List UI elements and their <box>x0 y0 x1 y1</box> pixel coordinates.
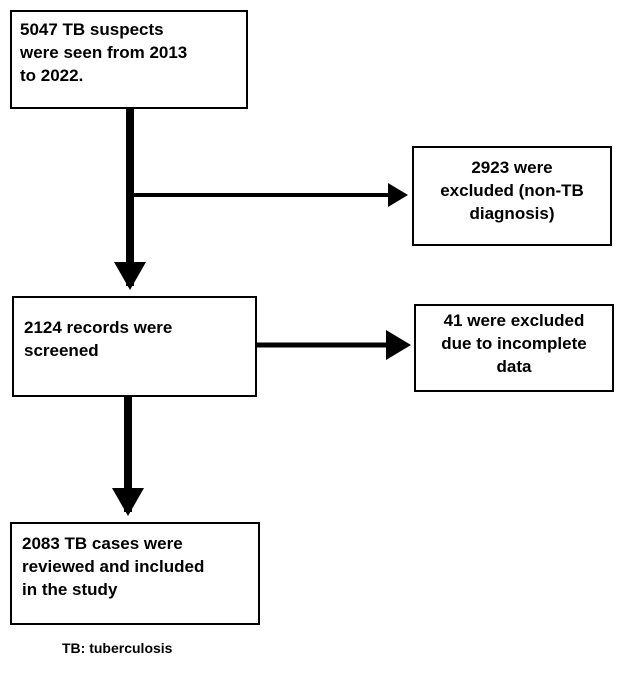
screened-text: 2124 records were screened <box>24 318 173 360</box>
footnote: TB: tuberculosis <box>62 640 173 656</box>
included-box: 2083 TB cases were reviewed and included… <box>10 522 260 625</box>
excluded-non-tb-text: 2923 were excluded (non-TB diagnosis) <box>440 158 584 223</box>
screened-box: 2124 records were screened <box>12 296 257 397</box>
excluded-incomplete-text: 41 were excluded due to incomplete data <box>441 311 587 376</box>
excluded-incomplete-box: 41 were excluded due to incomplete data <box>414 304 614 392</box>
included-text: 2083 TB cases were reviewed and included… <box>22 534 205 599</box>
suspects-text: 5047 TB suspects were seen from 2013 to … <box>20 20 188 85</box>
suspects-box: 5047 TB suspects were seen from 2013 to … <box>10 10 248 109</box>
excluded-non-tb-box: 2923 were excluded (non-TB diagnosis) <box>412 146 612 246</box>
